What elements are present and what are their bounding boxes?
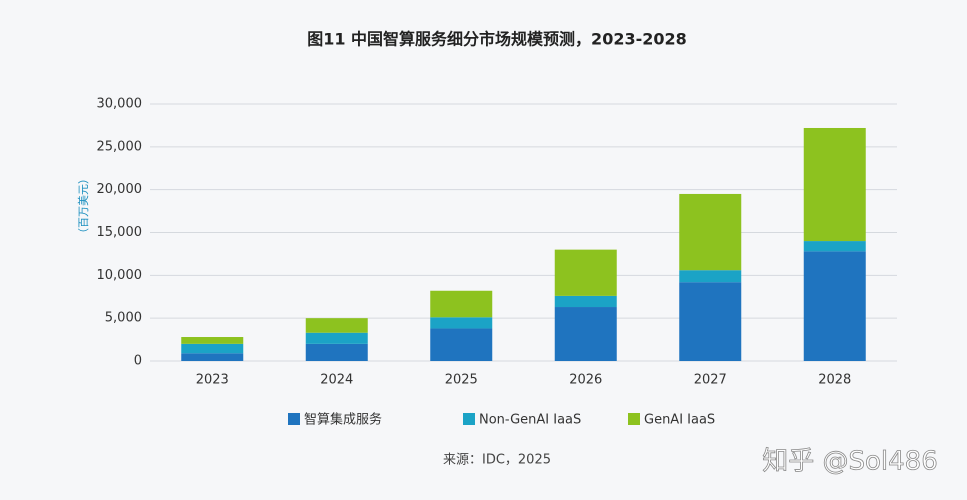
bar-segment: [181, 353, 244, 361]
x-tick-label: 2023: [196, 373, 229, 388]
bar-segment: [679, 193, 742, 271]
legend-label: Non-GenAI IaaS: [479, 413, 581, 428]
bar-segment: [803, 127, 866, 242]
y-tick-label: 10,000: [97, 268, 143, 283]
y-tick-label: 20,000: [97, 182, 143, 197]
legend-label: GenAI IaaS: [644, 413, 715, 428]
x-tick-label: 2027: [694, 373, 727, 388]
watermark: 知乎 @Sol486: [762, 447, 938, 477]
y-tick-label: 30,000: [97, 97, 143, 112]
bar-segment: [305, 343, 368, 361]
legend-swatch: [463, 413, 475, 425]
bar-segment: [554, 295, 617, 308]
bar-segment: [430, 317, 493, 329]
legend-swatch: [288, 413, 300, 425]
source: 来源：IDC，2025: [443, 453, 551, 468]
bar-segment: [305, 318, 368, 333]
chart-title: 图11 中国智算服务细分市场规模预测，2023-2028: [307, 30, 687, 49]
bar-segment: [181, 343, 244, 354]
bar-segment: [803, 251, 866, 361]
legend-label: 智算集成服务: [304, 412, 382, 428]
bar-segment: [430, 290, 493, 318]
bar-segment: [803, 241, 866, 252]
bar-segment: [554, 307, 617, 361]
bar-segment: [181, 337, 244, 344]
bar-segment: [679, 270, 742, 283]
y-axis-label: （百万美元）: [77, 173, 90, 239]
x-tick-label: 2024: [320, 373, 353, 388]
x-tick-label: 2025: [445, 373, 478, 388]
x-tick-label: 2028: [818, 373, 851, 388]
y-tick-label: 0: [134, 354, 142, 369]
y-tick-label: 25,000: [97, 139, 143, 154]
bar-segment: [305, 332, 368, 344]
bar-segment: [430, 328, 493, 361]
y-tick-label: 5,000: [105, 311, 142, 326]
bar-segment: [679, 282, 742, 361]
y-tick-label: 15,000: [97, 225, 143, 240]
x-tick-label: 2026: [569, 373, 602, 388]
bar-segment: [554, 249, 617, 296]
legend-swatch: [628, 413, 640, 425]
